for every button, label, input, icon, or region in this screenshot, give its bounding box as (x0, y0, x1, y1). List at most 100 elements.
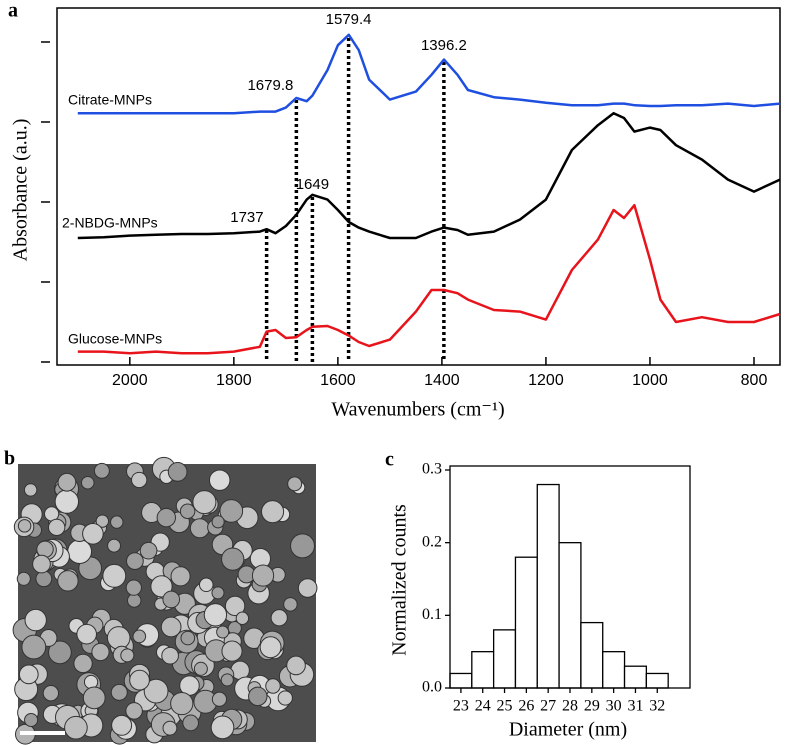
particle (283, 597, 298, 612)
particle (203, 603, 228, 627)
particle (16, 571, 31, 586)
particle (211, 515, 225, 529)
particle (139, 541, 158, 560)
particle (102, 563, 127, 588)
x-tick-label: 23 (453, 698, 469, 715)
particle (111, 714, 133, 736)
particle (170, 691, 194, 716)
y-axis-label: Absorbance (a.u.) (10, 119, 32, 262)
particle (110, 515, 124, 529)
x-axis-label: Wavenumbers (cm⁻¹) (331, 399, 504, 421)
histogram-bar (602, 651, 626, 689)
y-tick-label: 0.0 (422, 679, 442, 696)
particle (24, 713, 39, 728)
particle (132, 629, 147, 644)
scale-bar (20, 731, 65, 735)
particle (211, 586, 225, 600)
particle (21, 634, 47, 660)
particle (162, 720, 178, 736)
particle (82, 686, 106, 710)
particle (54, 489, 80, 514)
peak-label: 1679.8 (247, 77, 293, 94)
spectrum-line (77, 33, 781, 115)
x-tick-label: 27 (540, 698, 556, 715)
histogram-bar (645, 672, 669, 689)
particle (107, 538, 121, 553)
particle (143, 678, 169, 704)
particle (290, 533, 315, 559)
particle (150, 575, 173, 598)
particle (32, 554, 51, 574)
x-axis-label: Diameter (nm) (509, 719, 627, 741)
particle (167, 462, 188, 482)
particle (260, 500, 285, 524)
series-label: Glucose-MNPs (68, 331, 162, 347)
particle (106, 626, 131, 650)
particle (210, 715, 235, 740)
particle (297, 578, 318, 598)
particle (182, 714, 200, 732)
particle (160, 616, 182, 638)
panel-label: b (4, 448, 15, 470)
particle (125, 579, 142, 596)
particle (24, 608, 47, 632)
x-tick-label: 25 (497, 698, 513, 715)
particle (287, 476, 303, 492)
particle (180, 630, 196, 646)
particle (221, 547, 245, 571)
particle (57, 570, 79, 592)
particle (192, 490, 217, 515)
particle (126, 593, 142, 608)
histogram-bar (449, 672, 473, 689)
particle (23, 483, 38, 497)
particle (251, 564, 275, 587)
particle (125, 552, 144, 570)
histogram-bar (558, 542, 582, 689)
particle (277, 690, 293, 706)
peak-label: 1649 (296, 176, 329, 193)
particle (18, 664, 39, 685)
particle (219, 499, 244, 523)
particle (216, 625, 230, 639)
x-tick-label: 31 (627, 698, 643, 715)
y-axis-label: Normalized counts (389, 504, 411, 656)
peak-label: 1396.2 (421, 37, 467, 54)
particle (220, 673, 234, 687)
x-tick-label: 29 (584, 698, 600, 715)
x-tick-label: 1000 (632, 372, 668, 389)
particle (224, 595, 246, 617)
particle (259, 636, 282, 659)
x-tick-label: 2000 (112, 372, 148, 389)
particle (125, 702, 143, 720)
particle (120, 648, 135, 663)
y-tick-label: 0.3 (422, 461, 442, 478)
particle (110, 683, 128, 701)
x-tick-label: 26 (518, 698, 534, 715)
particle (64, 715, 88, 740)
x-tick-label: 1200 (528, 372, 564, 389)
series-label: Citrate-MNPs (68, 92, 152, 108)
particle (193, 661, 208, 676)
x-tick-label: 800 (741, 372, 768, 389)
histogram-bar (514, 556, 538, 689)
peak-label: 1579.4 (326, 11, 372, 28)
particle (76, 623, 97, 645)
histogram-bar (492, 629, 517, 689)
particle (80, 475, 95, 490)
particle (162, 590, 181, 609)
particle (93, 462, 110, 479)
particle (270, 609, 288, 627)
x-tick-label: 32 (649, 698, 665, 715)
particle (48, 640, 72, 665)
particle (35, 570, 53, 588)
x-tick-label: 30 (606, 698, 622, 715)
particle (48, 518, 66, 537)
particle (179, 503, 196, 520)
particle (235, 611, 250, 625)
y-tick-label: 0.1 (422, 606, 442, 623)
particle (208, 469, 231, 491)
particle (156, 507, 176, 528)
particle (82, 522, 104, 545)
particle (221, 640, 243, 662)
